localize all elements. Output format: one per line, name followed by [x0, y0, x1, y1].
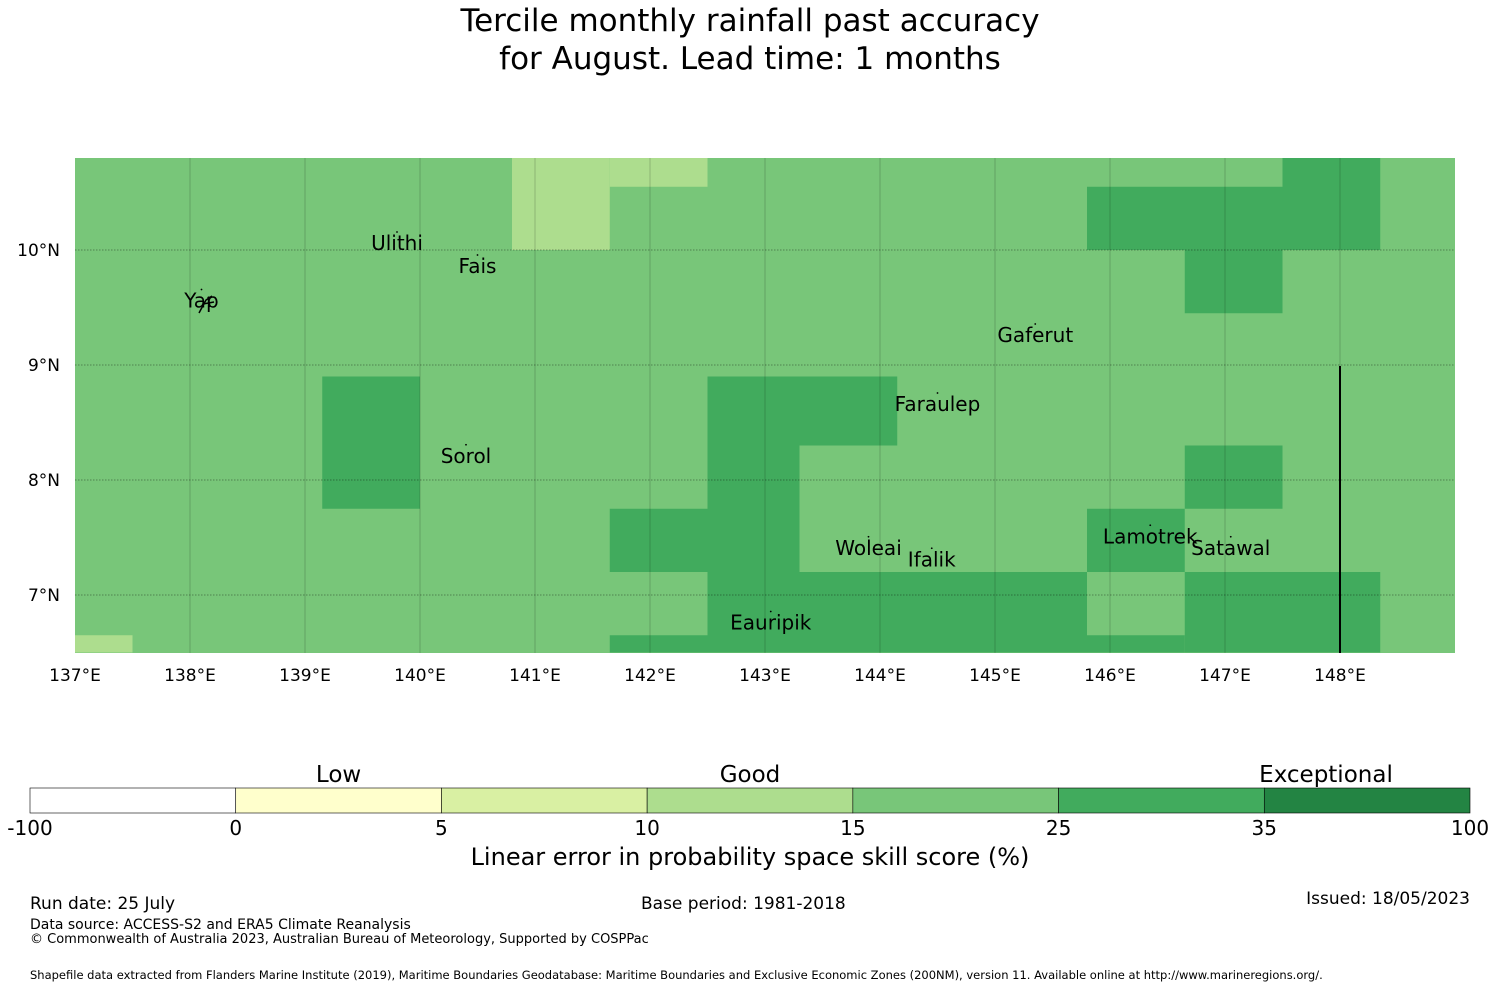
- longitude-label: 148°E: [1314, 666, 1366, 686]
- longitude-label: 137°E: [49, 666, 101, 686]
- latitude-label: 8°N: [28, 471, 60, 491]
- yap-island-icon: [198, 295, 215, 314]
- longitude-label: 147°E: [1199, 666, 1251, 686]
- grid-cell: [322, 376, 420, 509]
- island-marker: [936, 392, 939, 394]
- colorbar-box: [441, 787, 648, 814]
- colorbar-category-label: Low: [316, 762, 361, 788]
- copyright: © Commonwealth of Australia 2023, Austra…: [30, 932, 649, 947]
- grid-cell: [609, 508, 708, 572]
- latitude-labels: 10°N 9°N 8°N 7°N: [17, 241, 60, 606]
- grid-cell: [1087, 508, 1185, 572]
- grid-cell: [512, 158, 610, 250]
- place-label: Woleai: [835, 536, 902, 560]
- grid-cell: [1184, 572, 1381, 653]
- place-label: Eauripik: [730, 611, 812, 635]
- longitude-labels: 137°E 138°E 139°E 140°E 141°E 142°E 143°E 144°E…: [49, 666, 1366, 686]
- colorbar-box: [235, 787, 442, 814]
- colorbar-category-label: Exceptional: [1259, 762, 1393, 788]
- latitude-label: 9°N: [28, 356, 60, 376]
- graticule: [75, 158, 1455, 653]
- island-marker: [1229, 535, 1232, 538]
- title-line-1: Tercile monthly rainfall past accuracy: [460, 3, 1040, 39]
- grid-cell: [609, 635, 708, 653]
- base-period: Base period: 1981-2018: [641, 894, 846, 914]
- colorbar-tick-label: 35: [1252, 816, 1277, 840]
- place-label: Ifalik: [908, 547, 956, 571]
- longitude-label: 144°E: [854, 666, 906, 686]
- longitude-label: 146°E: [1084, 666, 1136, 686]
- longitude-label: 141°E: [509, 666, 561, 686]
- colorbar-box: [646, 787, 854, 814]
- chart-title: Tercile monthly rainfall past accuracy f…: [0, 2, 1500, 78]
- island-marker: [476, 254, 479, 256]
- data-source: Data source: ACCESS-S2 and ERA5 Climate …: [30, 917, 411, 933]
- colorbar-box: [1058, 787, 1265, 814]
- grid-cell: [707, 445, 800, 572]
- map-panel: 137°E 138°E 139°E 140°E 141°E 142°E 143°E 144°E…: [17, 158, 1455, 686]
- colorbar-tick-label: 25: [1046, 816, 1071, 840]
- longitude-label: 139°E: [279, 666, 331, 686]
- island-marker: [396, 231, 398, 233]
- longitude-label: 140°E: [394, 666, 446, 686]
- colorbar-category-labels: Low Good Exceptional: [316, 762, 1393, 788]
- colorbar-tick-label: 100: [1451, 816, 1489, 840]
- place-label: Sorol: [441, 444, 492, 468]
- longitude-label: 142°E: [624, 666, 676, 686]
- colorbar-tick-label: -100: [7, 816, 52, 840]
- longitude-label: 145°E: [969, 666, 1021, 686]
- place-label: Fais: [459, 254, 497, 278]
- grid-cell: [1184, 250, 1283, 314]
- place-label: Faraulep: [895, 392, 981, 416]
- grid-cell: [75, 635, 133, 653]
- colorbar-boxes: [29, 787, 1471, 814]
- colorbar-tick-label: 0: [229, 816, 242, 840]
- island-marker: [1149, 524, 1152, 527]
- island-marker: [465, 443, 467, 446]
- colorbar-title: Linear error in probability space skill …: [470, 843, 1030, 871]
- colorbar-box: [1263, 787, 1471, 814]
- place-label: Gaferut: [997, 323, 1073, 347]
- grid-cell: [707, 376, 898, 446]
- island-marker: [200, 288, 203, 291]
- longitude-label: 143°E: [739, 666, 791, 686]
- colorbar-tick-label: 15: [840, 816, 865, 840]
- title-line-2: for August. Lead time: 1 months: [499, 41, 1001, 77]
- grid-cell: [1087, 635, 1185, 653]
- longitude-label: 138°E: [164, 666, 216, 686]
- issued-date: Issued: 18/05/2023: [1306, 889, 1470, 909]
- colorbar-ticks: -100 0 5 10 15 25 35 100: [7, 816, 1489, 840]
- grid-cell: [609, 158, 708, 187]
- shapefile-credit: Shapefile data extracted from Flanders M…: [30, 968, 1323, 982]
- colorbar-tick-label: 10: [634, 816, 659, 840]
- island-marker: [930, 547, 933, 550]
- latitude-label: 10°N: [17, 241, 60, 261]
- colorbar-category-label: Good: [720, 762, 781, 788]
- colorbar-box: [29, 787, 237, 814]
- latitude-label: 7°N: [28, 586, 60, 606]
- colorbar-tick-label: 5: [435, 816, 448, 840]
- place-label: Ulithi: [371, 231, 423, 255]
- grid-cell: [1282, 158, 1381, 250]
- place-label: Lamotrek: [1103, 524, 1198, 548]
- island-marker: [769, 610, 772, 613]
- island-marker: [1034, 323, 1037, 325]
- grid-cell: [1087, 186, 1283, 250]
- grid-cell: [1184, 445, 1283, 509]
- colorbar: Low Good Exceptional -100 0 5 10 15 25 35 100: [7, 762, 1489, 840]
- run-date: Run date: 25 July: [30, 894, 176, 914]
- colorbar-box: [852, 787, 1059, 814]
- island-marker: [867, 535, 870, 538]
- place-label: Satawal: [1191, 536, 1270, 560]
- skill-grid: [75, 158, 1455, 653]
